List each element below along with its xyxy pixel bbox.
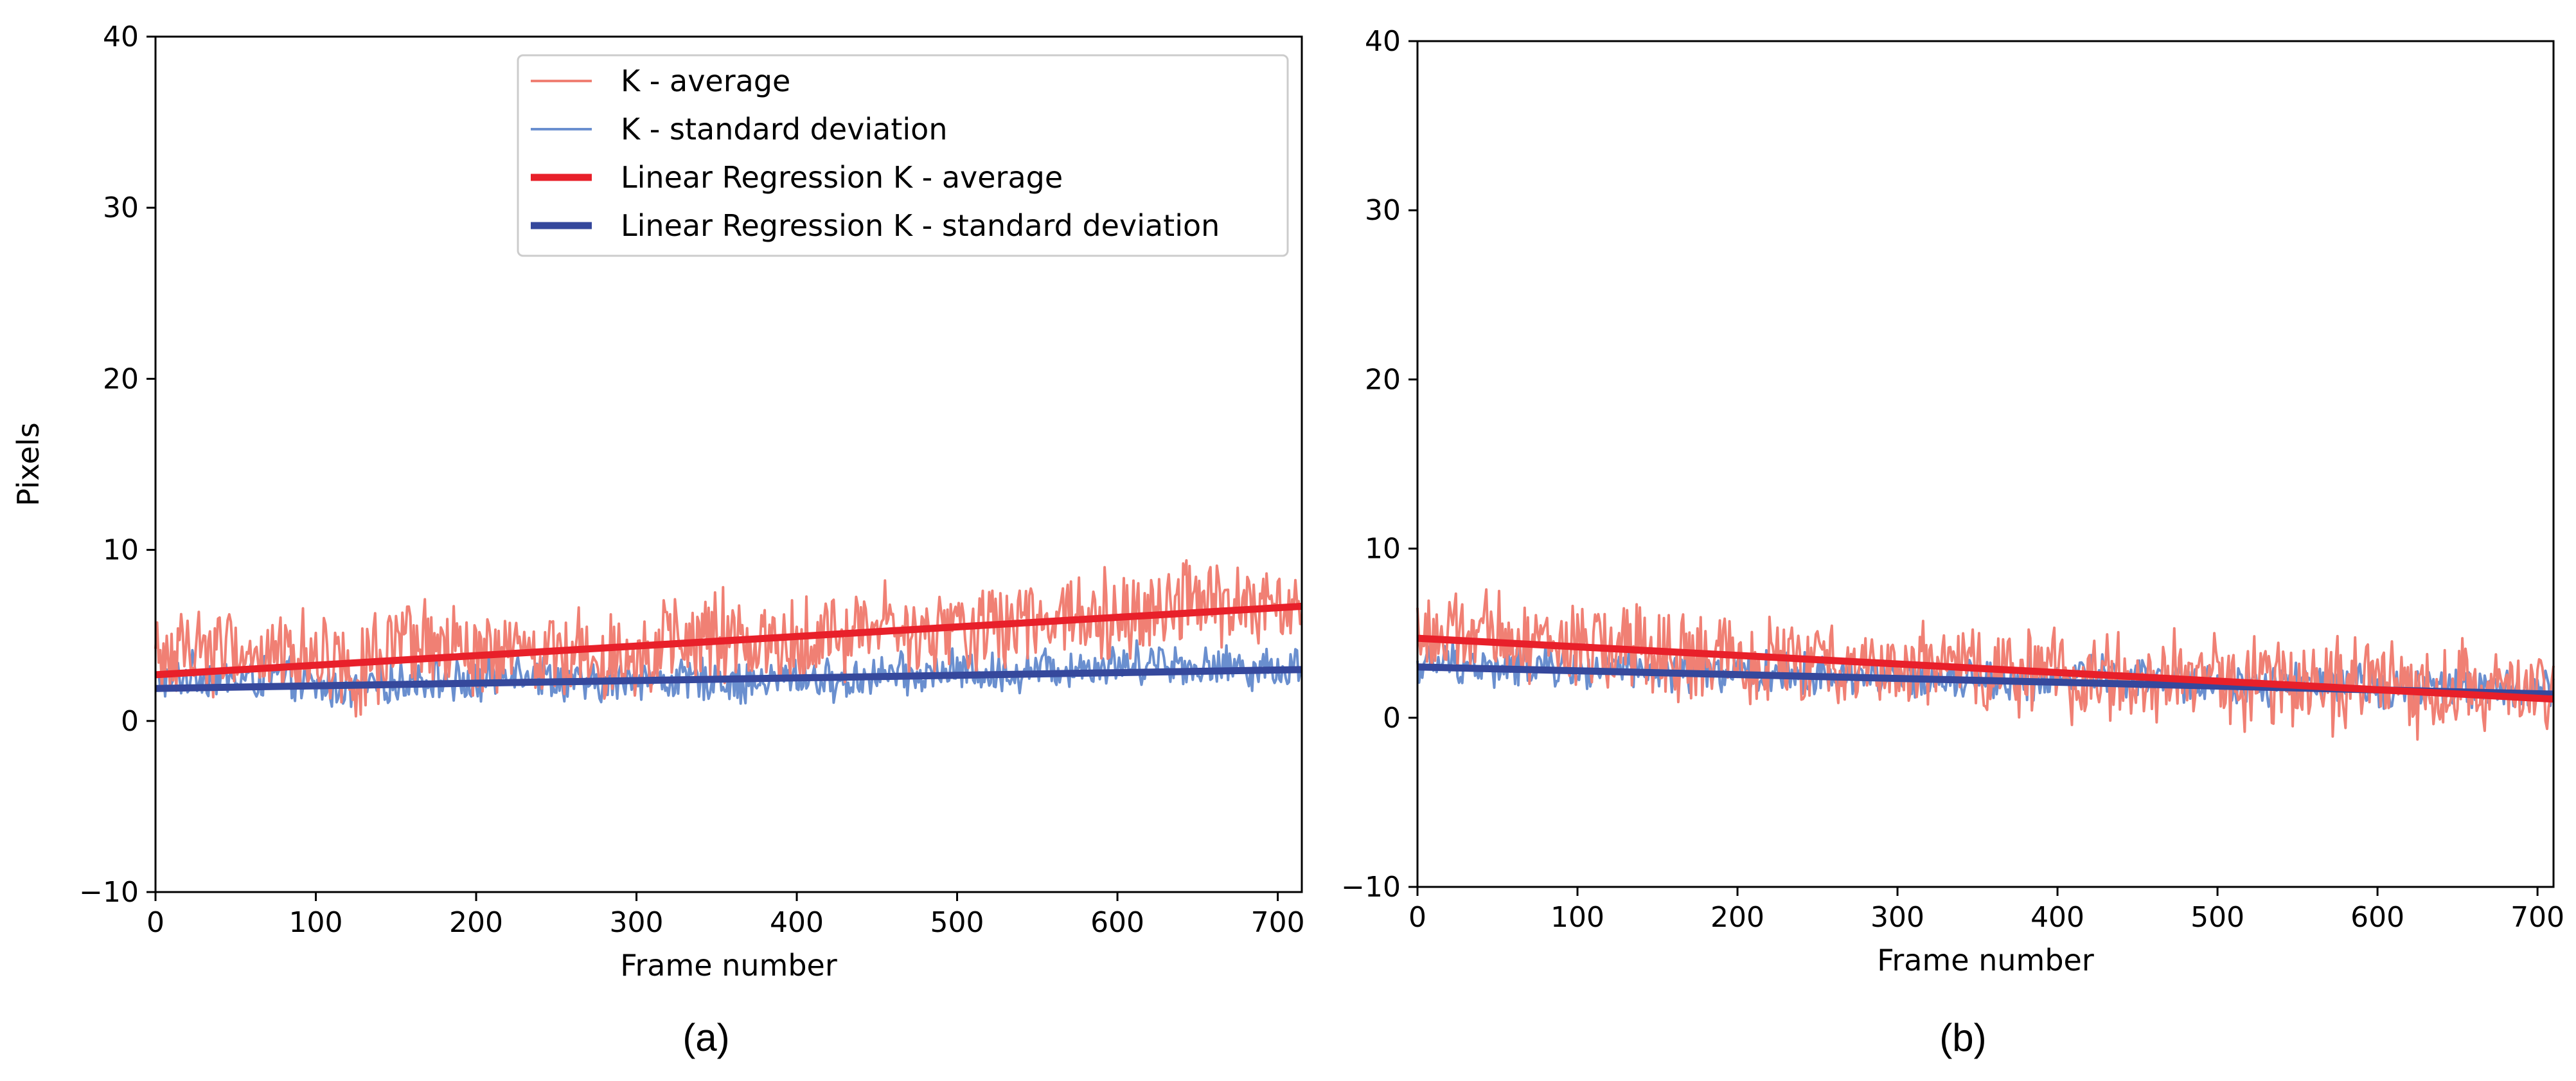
panel-b-x-axis-label: Frame number [1877, 943, 2094, 978]
x-tick-label: 600 [2350, 901, 2404, 934]
series-line-avg-raw [1416, 588, 2555, 741]
panel-a-series [154, 559, 1303, 718]
legend-label: Linear Regression K - average [621, 160, 1063, 195]
series-line-avg-fit [1417, 634, 2554, 703]
series-line-avg-fit [155, 602, 1302, 679]
legend-label: K - average [621, 64, 790, 98]
panel-b-series [1416, 588, 2555, 741]
legend-box [517, 54, 1289, 257]
y-tick-label: −10 [1341, 871, 1401, 904]
y-tick-label: 0 [1383, 702, 1401, 735]
x-tick-label: 700 [2510, 901, 2564, 934]
y-tick-label: 40 [103, 21, 139, 53]
y-tick-label: 0 [121, 705, 139, 738]
y-tick-label: 20 [103, 362, 139, 395]
x-tick-label: 100 [289, 906, 343, 939]
y-tick-label: 20 [1365, 363, 1401, 396]
y-tick-label: −10 [79, 876, 139, 909]
x-tick-label: 200 [1710, 901, 1764, 934]
panel-b-plot-frame [1416, 40, 2555, 888]
y-tick-label: 40 [1365, 25, 1401, 58]
x-tick-label: 300 [1870, 901, 1924, 934]
x-tick-label: 700 [1251, 906, 1305, 939]
legend-label: K - standard deviation [621, 112, 947, 147]
panel-a-legend: K - average K - standard deviation Linear … [517, 54, 1289, 257]
y-tick-label: 30 [103, 192, 139, 224]
series-line-std-fit [155, 666, 1302, 692]
y-tick-label: 10 [103, 534, 139, 567]
panel-a-plot-frame [154, 35, 1303, 893]
x-tick-label: 0 [147, 906, 164, 939]
panel-a-y-axis-label: Pixels [11, 422, 46, 506]
series-line-avg-raw [154, 559, 1303, 718]
panel-a-caption: (a) [682, 1016, 729, 1059]
x-tick-label: 200 [449, 906, 503, 939]
legend-label: Linear Regression K - standard deviation [621, 208, 1220, 243]
x-tick-label: 400 [770, 906, 824, 939]
x-tick-label: 300 [610, 906, 664, 939]
x-tick-label: 500 [2190, 901, 2244, 934]
x-tick-label: 100 [1550, 901, 1604, 934]
x-tick-label: 400 [2030, 901, 2084, 934]
x-tick-label: 600 [1090, 906, 1144, 939]
panel-a-x-axis-label: Frame number [620, 948, 837, 983]
panel-b-caption: (b) [1939, 1016, 1986, 1059]
y-tick-label: 30 [1365, 194, 1401, 227]
x-tick-label: 0 [1408, 901, 1426, 934]
x-tick-label: 500 [930, 906, 984, 939]
y-tick-label: 10 [1365, 533, 1401, 566]
